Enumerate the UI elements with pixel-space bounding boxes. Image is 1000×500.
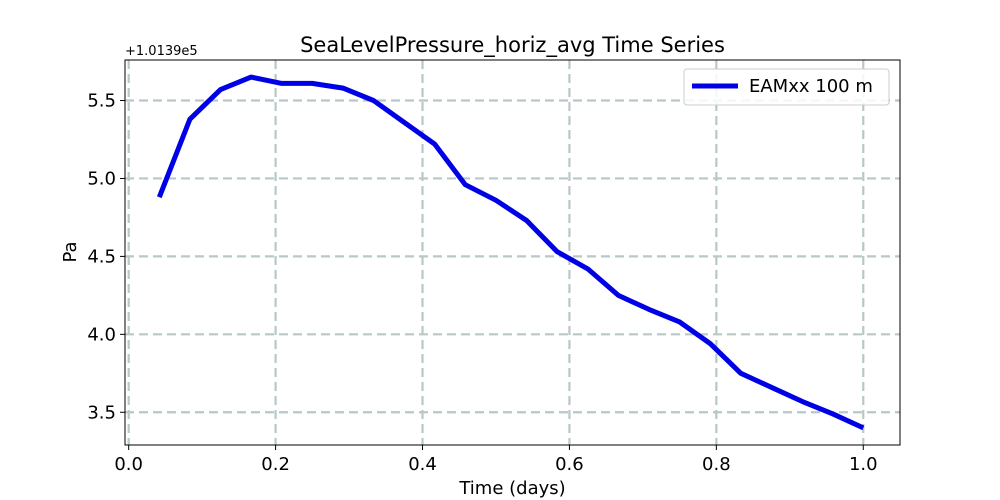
chart-title: SeaLevelPressure_horiz_avg Time Series (300, 33, 725, 58)
y-tick-label: 4.0 (87, 324, 116, 345)
y-axis-label: Pa (60, 241, 81, 262)
axis-ticks: 0.0 0.2 0.4 0.6 0.8 1.0 3.5 4.0 4.5 5.0 5.5 (87, 91, 877, 475)
legend: EAMxx 100 m (683, 68, 890, 106)
x-tick-label: 0.4 (408, 454, 437, 475)
y-tick-label: 3.5 (87, 402, 116, 423)
legend-box (683, 68, 890, 106)
legend-label: EAMxx 100 m (749, 76, 873, 97)
series-layer (156, 74, 865, 431)
x-tick-label: 0.6 (555, 454, 584, 475)
series-line-eamxx-100m (156, 74, 865, 431)
x-axis-label: Time (days) (458, 478, 565, 499)
y-tick-label: 5.5 (87, 91, 116, 112)
y-tick-label: 4.5 (87, 246, 116, 267)
x-tick-label: 0.2 (261, 454, 290, 475)
y-tick-label: 5.0 (87, 168, 116, 189)
plot-frame (124, 59, 901, 446)
x-tick-label: 0.8 (702, 454, 731, 475)
grid (125, 60, 900, 445)
y-offset-label: +1.0139e5 (125, 44, 198, 59)
x-tick-label: 1.0 (849, 454, 878, 475)
x-tick-label: 0.0 (114, 454, 143, 475)
